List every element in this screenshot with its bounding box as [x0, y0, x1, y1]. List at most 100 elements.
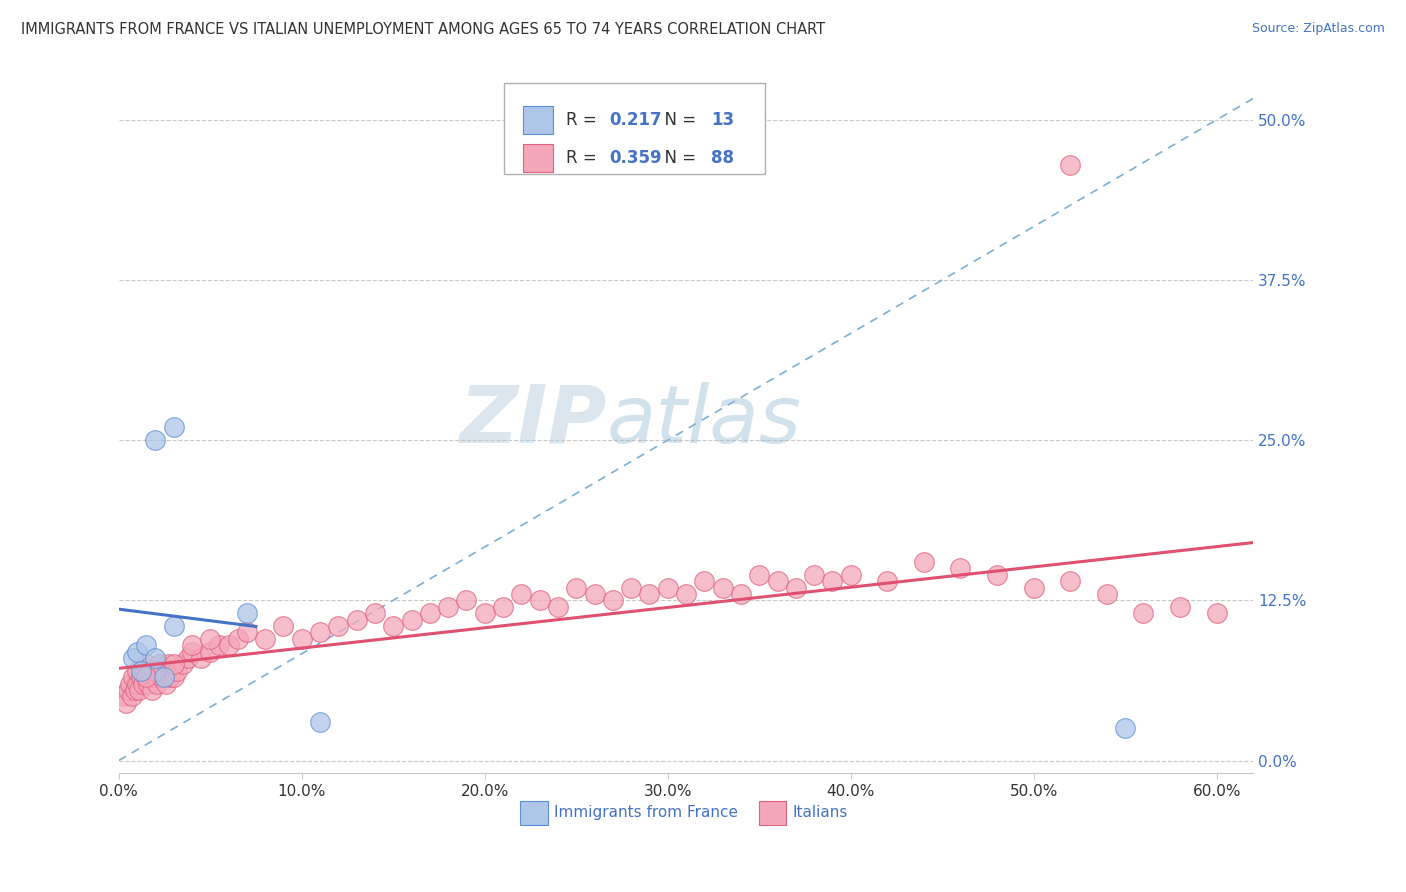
- Point: [200, 632, 222, 646]
- Point: [143, 664, 166, 678]
- Point: [1059, 158, 1081, 172]
- Point: [547, 599, 569, 614]
- Point: [419, 606, 441, 620]
- Point: [122, 670, 145, 684]
- Point: [166, 664, 188, 678]
- Point: [839, 567, 862, 582]
- Point: [766, 574, 789, 588]
- Point: [437, 599, 460, 614]
- Point: [152, 664, 174, 678]
- Point: [118, 676, 141, 690]
- Point: [273, 619, 295, 633]
- Point: [510, 587, 533, 601]
- FancyBboxPatch shape: [759, 801, 786, 825]
- Point: [748, 567, 770, 582]
- Point: [121, 690, 143, 704]
- Point: [117, 683, 139, 698]
- Point: [456, 593, 478, 607]
- Point: [1022, 581, 1045, 595]
- Point: [143, 651, 166, 665]
- FancyBboxPatch shape: [520, 801, 547, 825]
- Point: [730, 587, 752, 601]
- Text: Source: ZipAtlas.com: Source: ZipAtlas.com: [1251, 22, 1385, 36]
- Point: [153, 670, 176, 684]
- Point: [142, 670, 165, 684]
- Point: [200, 644, 222, 658]
- Text: 0.217: 0.217: [609, 111, 661, 129]
- Point: [125, 644, 148, 658]
- Point: [382, 619, 405, 633]
- Point: [181, 644, 204, 658]
- Point: [254, 632, 277, 646]
- Point: [309, 715, 332, 730]
- Point: [157, 657, 180, 672]
- Point: [226, 632, 249, 646]
- Point: [364, 606, 387, 620]
- Point: [1205, 606, 1227, 620]
- Point: [949, 561, 972, 575]
- Point: [162, 670, 184, 684]
- Point: [125, 664, 148, 678]
- Point: [143, 664, 166, 678]
- Point: [328, 619, 350, 633]
- FancyBboxPatch shape: [505, 83, 765, 174]
- Point: [172, 657, 194, 672]
- Point: [129, 670, 152, 684]
- FancyBboxPatch shape: [523, 106, 554, 134]
- Point: [128, 683, 150, 698]
- Point: [1114, 722, 1136, 736]
- Point: [115, 696, 138, 710]
- Text: Immigrants from France: Immigrants from France: [554, 805, 738, 821]
- Point: [529, 593, 551, 607]
- Point: [146, 676, 169, 690]
- Point: [135, 670, 157, 684]
- Point: [149, 670, 172, 684]
- Point: [122, 651, 145, 665]
- Point: [181, 638, 204, 652]
- Point: [177, 651, 200, 665]
- Point: [693, 574, 716, 588]
- Point: [401, 613, 423, 627]
- Point: [876, 574, 898, 588]
- Point: [803, 567, 825, 582]
- Point: [602, 593, 624, 607]
- Point: [785, 581, 807, 595]
- Point: [675, 587, 697, 601]
- Text: 0.359: 0.359: [609, 149, 661, 167]
- Text: atlas: atlas: [606, 382, 801, 460]
- Point: [821, 574, 844, 588]
- Point: [492, 599, 515, 614]
- Point: [139, 664, 162, 678]
- Point: [112, 690, 135, 704]
- Point: [1059, 574, 1081, 588]
- Point: [346, 613, 368, 627]
- Point: [236, 606, 259, 620]
- Point: [160, 664, 183, 678]
- Point: [208, 638, 231, 652]
- Point: [1168, 599, 1191, 614]
- Point: [986, 567, 1008, 582]
- Point: [218, 638, 240, 652]
- Point: [134, 664, 156, 678]
- Point: [135, 657, 157, 672]
- Point: [1095, 587, 1118, 601]
- Point: [141, 683, 163, 698]
- Text: IMMIGRANTS FROM FRANCE VS ITALIAN UNEMPLOYMENT AMONG AGES 65 TO 74 YEARS CORRELA: IMMIGRANTS FROM FRANCE VS ITALIAN UNEMPL…: [21, 22, 825, 37]
- Point: [620, 581, 643, 595]
- Point: [153, 664, 176, 678]
- Point: [143, 433, 166, 447]
- Point: [148, 657, 170, 672]
- Point: [162, 619, 184, 633]
- Point: [638, 587, 661, 601]
- Point: [583, 587, 606, 601]
- Text: Italians: Italians: [793, 805, 848, 821]
- Text: 13: 13: [711, 111, 734, 129]
- Text: ZIP: ZIP: [460, 382, 606, 460]
- Point: [135, 670, 157, 684]
- Point: [190, 651, 212, 665]
- Point: [474, 606, 496, 620]
- Point: [309, 625, 332, 640]
- Point: [124, 683, 146, 698]
- Point: [159, 670, 181, 684]
- Point: [135, 638, 157, 652]
